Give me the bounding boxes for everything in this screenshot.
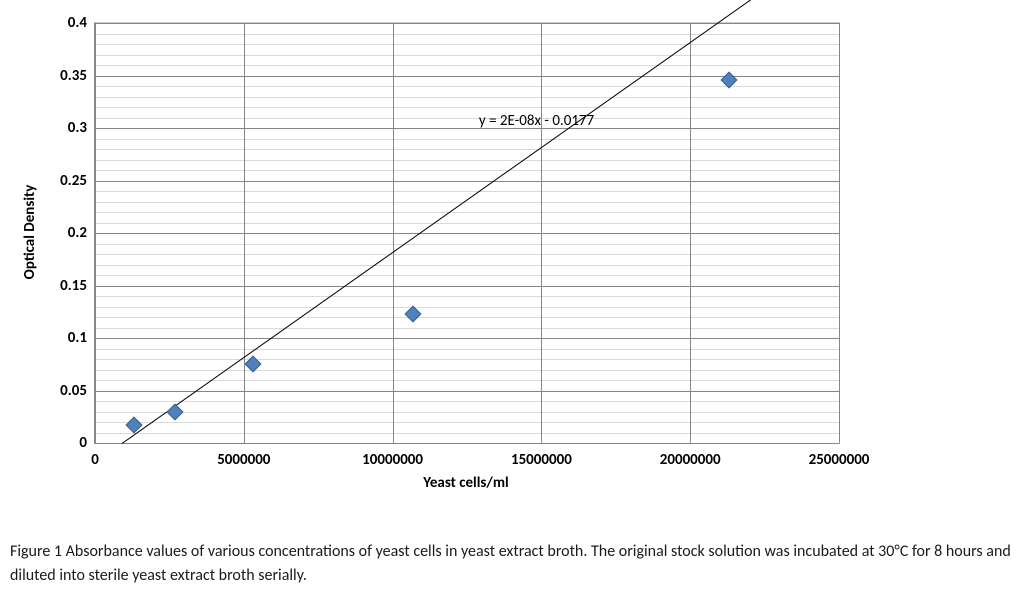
- grid-major-vertical: [393, 23, 394, 443]
- y-tick-label: 0.15: [60, 277, 95, 295]
- grid-minor-horizontal: [95, 401, 839, 402]
- data-point: [167, 403, 184, 420]
- grid-minor-horizontal: [95, 97, 839, 98]
- grid-major-horizontal: [95, 286, 839, 287]
- x-tick-label: 25000000: [809, 443, 870, 469]
- grid-minor-horizontal: [95, 307, 839, 308]
- grid-major-vertical: [541, 23, 542, 443]
- grid-major-horizontal: [95, 338, 839, 339]
- y-tick-label: 0.2: [68, 224, 95, 242]
- x-tick-label: 15000000: [511, 443, 572, 469]
- chart-box: 00.050.10.150.20.250.30.350.405000000100…: [6, 6, 868, 502]
- plot-area: 00.050.10.150.20.250.30.350.405000000100…: [94, 22, 840, 444]
- x-tick-label: 10000000: [362, 443, 423, 469]
- data-point: [405, 305, 422, 322]
- grid-minor-horizontal: [95, 191, 839, 192]
- grid-minor-horizontal: [95, 433, 839, 434]
- grid-minor-horizontal: [95, 34, 839, 35]
- grid-minor-horizontal: [95, 296, 839, 297]
- grid-minor-horizontal: [95, 254, 839, 255]
- grid-minor-horizontal: [95, 44, 839, 45]
- grid-minor-horizontal: [95, 370, 839, 371]
- grid-major-horizontal: [95, 23, 839, 24]
- y-tick-label: 0.05: [60, 382, 95, 400]
- grid-major-vertical: [839, 23, 840, 443]
- grid-minor-horizontal: [95, 265, 839, 266]
- grid-minor-horizontal: [95, 412, 839, 413]
- x-axis-label: Yeast cells/ml: [423, 474, 508, 492]
- y-tick-label: 0.25: [60, 172, 95, 190]
- grid-minor-horizontal: [95, 359, 839, 360]
- y-tick-label: 0.3: [68, 119, 95, 137]
- y-tick-label: 0.35: [60, 67, 95, 85]
- grid-minor-horizontal: [95, 422, 839, 423]
- trendline-equation: y = 2E-08x - 0.0177: [479, 112, 594, 130]
- x-tick-label: 5000000: [217, 443, 270, 469]
- grid-major-horizontal: [95, 391, 839, 392]
- y-axis-label: Optical Density: [21, 185, 39, 280]
- y-tick-label: 0.1: [68, 329, 95, 347]
- grid-minor-horizontal: [95, 244, 839, 245]
- grid-major-horizontal: [95, 233, 839, 234]
- grid-major-vertical: [244, 23, 245, 443]
- grid-minor-horizontal: [95, 275, 839, 276]
- grid-minor-horizontal: [95, 349, 839, 350]
- y-tick-label: 0.4: [68, 14, 95, 32]
- grid-minor-horizontal: [95, 118, 839, 119]
- grid-minor-horizontal: [95, 212, 839, 213]
- grid-minor-horizontal: [95, 55, 839, 56]
- x-tick-label: 0: [91, 443, 99, 469]
- grid-minor-horizontal: [95, 328, 839, 329]
- grid-minor-horizontal: [95, 170, 839, 171]
- grid-major-vertical: [690, 23, 691, 443]
- grid-major-horizontal: [95, 443, 839, 444]
- grid-minor-horizontal: [95, 202, 839, 203]
- figure-container: 00.050.10.150.20.250.30.350.405000000100…: [0, 0, 1024, 602]
- grid-major-horizontal: [95, 181, 839, 182]
- grid-minor-horizontal: [95, 317, 839, 318]
- grid-minor-horizontal: [95, 139, 839, 140]
- x-tick-label: 20000000: [660, 443, 721, 469]
- grid-major-horizontal: [95, 128, 839, 129]
- grid-major-vertical: [95, 23, 96, 443]
- grid-minor-horizontal: [95, 223, 839, 224]
- figure-caption: Figure 1 Absorbance values of various co…: [10, 540, 1014, 588]
- grid-minor-horizontal: [95, 380, 839, 381]
- grid-minor-horizontal: [95, 107, 839, 108]
- grid-minor-horizontal: [95, 65, 839, 66]
- grid-minor-horizontal: [95, 160, 839, 161]
- grid-minor-horizontal: [95, 149, 839, 150]
